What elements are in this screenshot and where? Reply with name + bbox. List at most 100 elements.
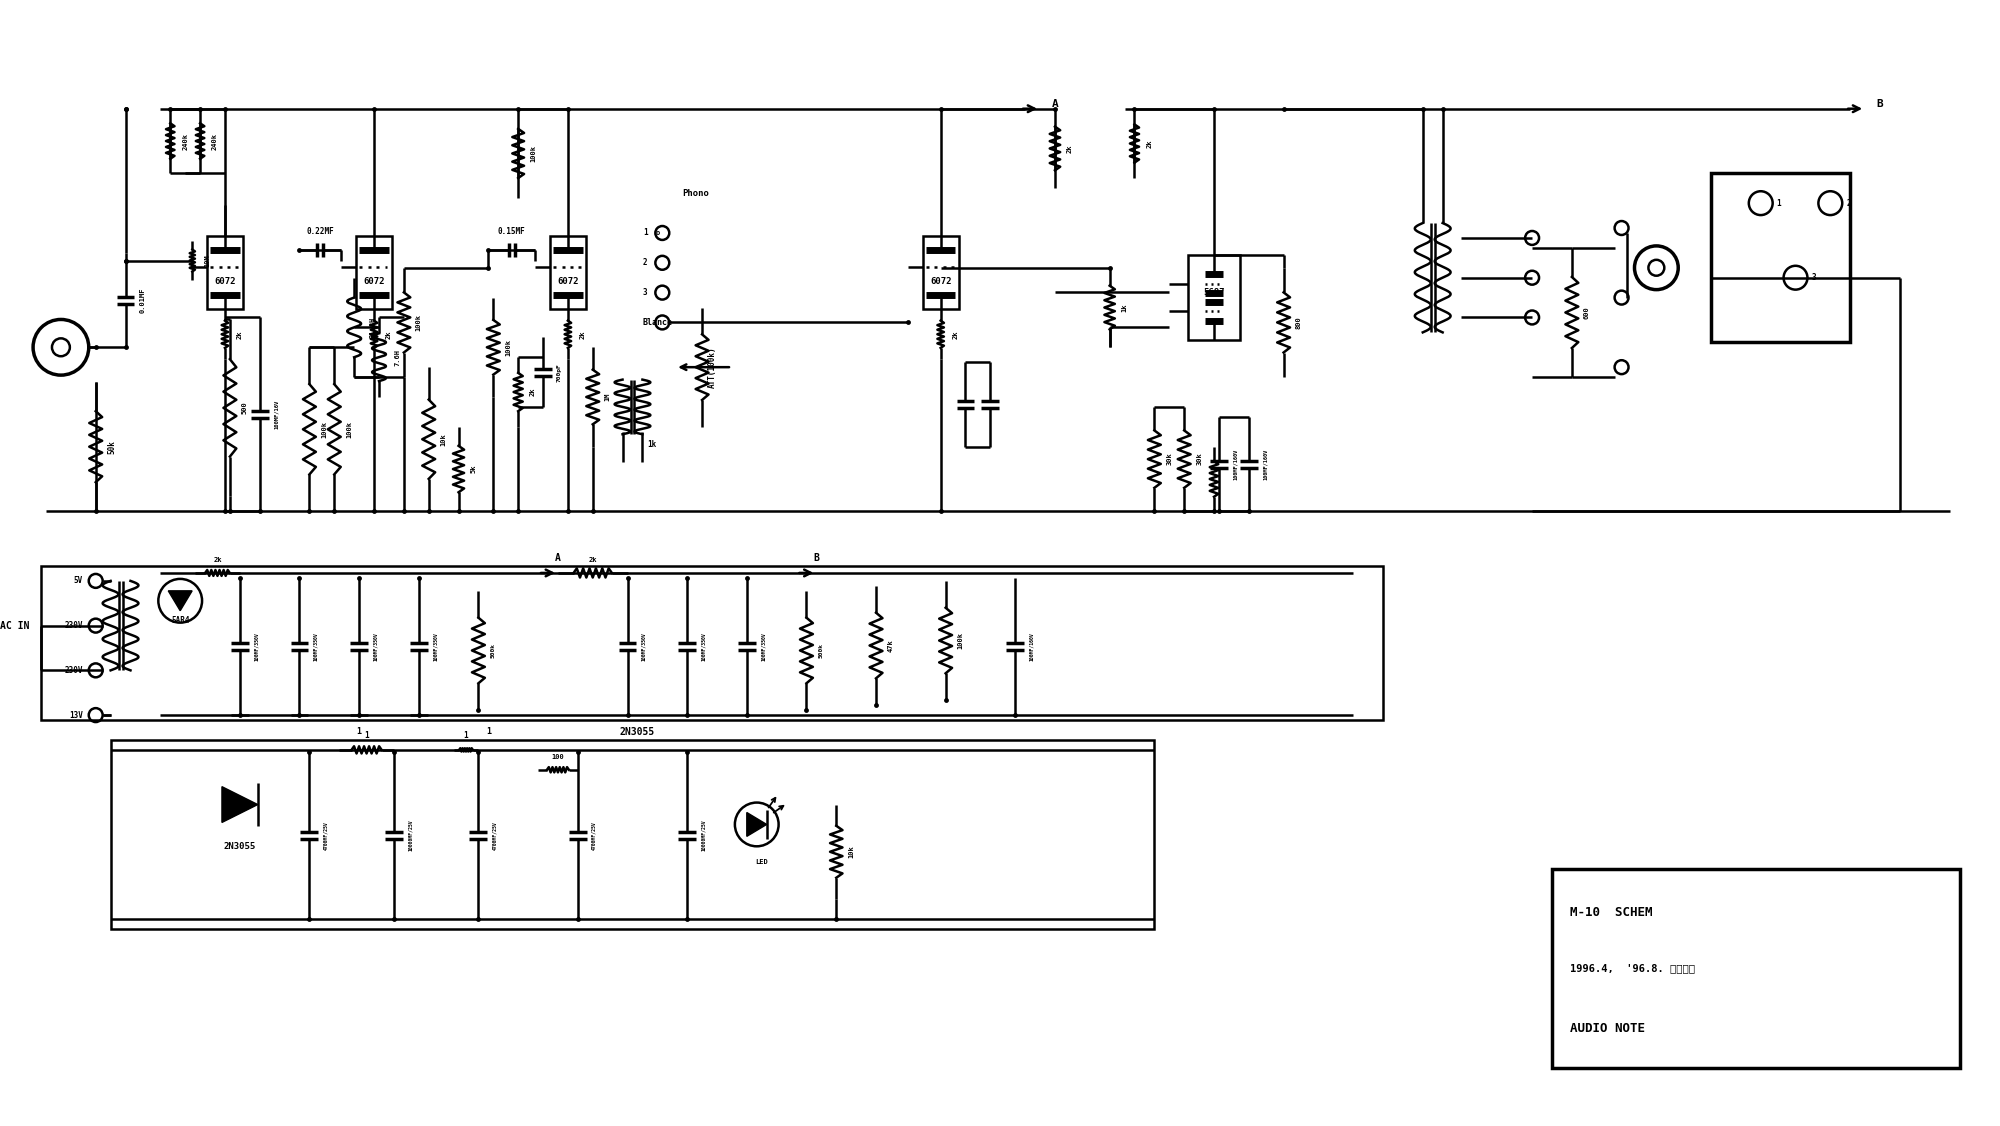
Text: 30k: 30k (1166, 453, 1172, 465)
Bar (110, 740, 1154, 929)
Text: 500k: 500k (490, 643, 496, 658)
Text: 100MF/160V: 100MF/160V (1030, 632, 1034, 661)
Text: 1996.4,  '96.8. ヘンコウ: 1996.4, '96.8. ヘンコウ (1570, 964, 1694, 974)
Text: 10000MF/25V: 10000MF/25V (702, 820, 706, 851)
Text: B: B (814, 553, 820, 563)
Text: 2: 2 (642, 258, 648, 267)
Bar (356, 236, 392, 310)
Text: 100: 100 (552, 753, 564, 760)
Text: 3: 3 (642, 288, 648, 297)
Text: 1: 1 (364, 731, 368, 740)
Text: 230V: 230V (64, 622, 82, 631)
Text: 5V: 5V (74, 577, 82, 586)
Text: 5687: 5687 (1204, 288, 1224, 297)
Text: 2N3055: 2N3055 (224, 842, 256, 851)
Bar (1552, 869, 1960, 1067)
Text: 10k: 10k (848, 846, 854, 858)
Text: 4700MF/25V: 4700MF/25V (592, 821, 596, 850)
Text: 1: 1 (486, 727, 490, 736)
Text: 5AR4: 5AR4 (170, 616, 190, 625)
Text: 1: 1 (356, 727, 362, 736)
Text: 100k: 100k (506, 339, 512, 356)
Text: 230V: 230V (64, 665, 82, 674)
Text: 500: 500 (242, 402, 248, 414)
Text: 50k: 50k (108, 440, 116, 454)
Bar (922, 236, 958, 310)
Text: 100k: 100k (416, 314, 422, 331)
Text: 2k: 2k (530, 387, 536, 396)
Text: 2k: 2k (1066, 144, 1072, 153)
Text: 100MF/160V: 100MF/160V (1262, 448, 1268, 480)
Text: 47k: 47k (888, 640, 894, 652)
Text: 3: 3 (1812, 274, 1816, 283)
Text: ATT(100k): ATT(100k) (708, 347, 716, 388)
Text: 100k: 100k (958, 632, 964, 649)
Text: 240k: 240k (182, 133, 188, 150)
Text: 6072: 6072 (364, 277, 384, 286)
Text: 100MF/350V: 100MF/350V (642, 632, 646, 661)
Text: 100MF/350V: 100MF/350V (702, 632, 706, 661)
Text: 100MF/16V: 100MF/16V (274, 400, 278, 429)
Text: 0.01MF: 0.01MF (140, 287, 146, 313)
Bar (1712, 173, 1850, 342)
Text: 2k: 2k (588, 557, 596, 563)
Text: 4700MF/25V: 4700MF/25V (492, 821, 498, 850)
Text: 500k: 500k (818, 643, 824, 658)
Text: 0.22MF: 0.22MF (306, 227, 334, 236)
Text: 100k: 100k (530, 145, 536, 162)
Bar (42, 566, 1382, 720)
Polygon shape (222, 787, 258, 822)
Text: 2k: 2k (1146, 140, 1152, 148)
Text: 1k: 1k (1122, 303, 1128, 312)
Text: 6072: 6072 (214, 277, 236, 286)
Text: 100k: 100k (322, 421, 328, 438)
Text: 1: 1 (642, 229, 648, 238)
Text: 1: 1 (1776, 198, 1782, 207)
Text: 100MF/350V: 100MF/350V (760, 632, 766, 661)
Text: 1M: 1M (604, 393, 610, 401)
Text: 2k: 2k (580, 330, 586, 339)
Text: A: A (554, 553, 560, 563)
Text: 2: 2 (1846, 198, 1850, 207)
Text: 600: 600 (1584, 306, 1590, 319)
Text: 800: 800 (1296, 316, 1302, 329)
Text: 100MF/350V: 100MF/350V (374, 632, 378, 661)
Polygon shape (746, 813, 766, 837)
Text: 31.8H: 31.8H (370, 316, 376, 338)
Text: 2N3055: 2N3055 (620, 727, 656, 738)
Bar (550, 236, 586, 310)
Bar (206, 236, 242, 310)
Text: LED: LED (756, 859, 768, 865)
Text: 100MF/160V: 100MF/160V (1232, 448, 1238, 480)
Text: AUDIO NOTE: AUDIO NOTE (1570, 1021, 1644, 1035)
Text: 10000MF/25V: 10000MF/25V (408, 820, 412, 851)
Text: B: B (1876, 99, 1884, 109)
Text: 10M: 10M (204, 254, 210, 267)
Bar (1188, 256, 1240, 340)
Text: 5k: 5k (470, 465, 476, 473)
Text: 100MF/350V: 100MF/350V (254, 632, 258, 661)
Text: o: o (656, 230, 660, 236)
Text: 10k: 10k (440, 432, 446, 446)
Text: 6072: 6072 (930, 277, 952, 286)
Text: 700pF: 700pF (556, 363, 562, 382)
Text: 6072: 6072 (558, 277, 578, 286)
Text: 13V: 13V (68, 711, 82, 720)
Text: 100MF/350V: 100MF/350V (314, 632, 318, 661)
Text: 30k: 30k (1196, 453, 1202, 465)
Text: 0.15MF: 0.15MF (498, 227, 526, 236)
Text: 100k: 100k (346, 421, 352, 438)
Text: 1k: 1k (648, 440, 656, 449)
Text: 2k: 2k (386, 330, 392, 339)
Text: M-10  SCHEM: M-10 SCHEM (1570, 906, 1652, 920)
Text: 7.6H: 7.6H (394, 349, 400, 366)
Text: 1: 1 (464, 731, 468, 740)
Text: Blance: Blance (642, 318, 672, 327)
Text: 2k: 2k (236, 330, 242, 339)
Text: AC IN: AC IN (0, 620, 30, 631)
Polygon shape (168, 591, 192, 610)
Text: 240k: 240k (212, 133, 218, 150)
Text: 2k: 2k (214, 557, 222, 563)
Text: 2k: 2k (952, 330, 958, 339)
Text: Phono: Phono (682, 189, 710, 198)
